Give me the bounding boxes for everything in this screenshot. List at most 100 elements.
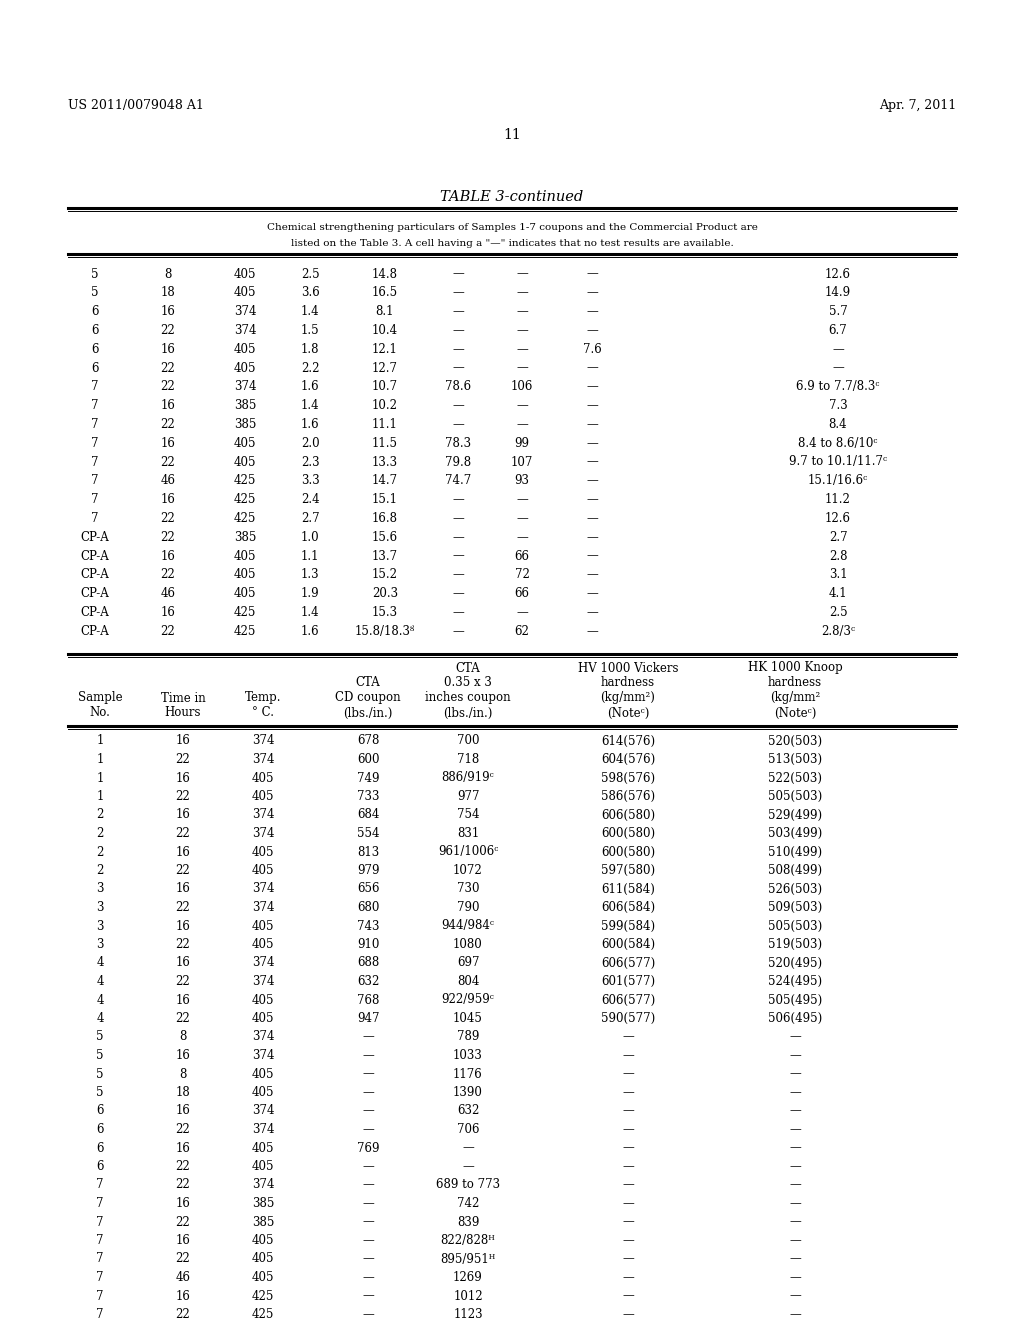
Text: 405: 405 bbox=[233, 587, 256, 601]
Text: 374: 374 bbox=[252, 1031, 274, 1044]
Text: —: — bbox=[790, 1142, 801, 1155]
Text: 1.4: 1.4 bbox=[301, 399, 319, 412]
Text: —: — bbox=[362, 1160, 374, 1173]
Text: 1.0: 1.0 bbox=[301, 531, 319, 544]
Text: 886/919ᶜ: 886/919ᶜ bbox=[441, 771, 495, 784]
Text: —: — bbox=[586, 380, 598, 393]
Text: 6: 6 bbox=[96, 1160, 103, 1173]
Text: 7: 7 bbox=[91, 437, 98, 450]
Text: 4: 4 bbox=[96, 975, 103, 987]
Text: —: — bbox=[516, 606, 528, 619]
Text: No.: No. bbox=[89, 706, 111, 719]
Text: 425: 425 bbox=[233, 512, 256, 525]
Text: 505(495): 505(495) bbox=[768, 994, 822, 1006]
Text: 754: 754 bbox=[457, 808, 479, 821]
Text: —: — bbox=[362, 1234, 374, 1247]
Text: 46: 46 bbox=[175, 1271, 190, 1284]
Text: —: — bbox=[362, 1123, 374, 1137]
Text: 606(584): 606(584) bbox=[601, 902, 655, 913]
Text: —: — bbox=[362, 1253, 374, 1266]
Text: CTA: CTA bbox=[355, 676, 380, 689]
Text: 7: 7 bbox=[96, 1216, 103, 1229]
Text: 7: 7 bbox=[91, 494, 98, 506]
Text: 16: 16 bbox=[161, 399, 175, 412]
Text: —: — bbox=[790, 1123, 801, 1137]
Text: 600(580): 600(580) bbox=[601, 846, 655, 858]
Text: —: — bbox=[623, 1031, 634, 1044]
Text: 16: 16 bbox=[175, 771, 190, 784]
Text: —: — bbox=[586, 624, 598, 638]
Text: 2.4: 2.4 bbox=[301, 494, 319, 506]
Text: 7: 7 bbox=[91, 380, 98, 393]
Text: 11: 11 bbox=[503, 128, 521, 143]
Text: —: — bbox=[586, 399, 598, 412]
Text: 374: 374 bbox=[252, 1049, 274, 1063]
Text: CP-A: CP-A bbox=[81, 587, 110, 601]
Text: 405: 405 bbox=[252, 846, 274, 858]
Text: CP-A: CP-A bbox=[81, 569, 110, 581]
Text: —: — bbox=[462, 1160, 474, 1173]
Text: 16: 16 bbox=[175, 1290, 190, 1303]
Text: 12.6: 12.6 bbox=[825, 512, 851, 525]
Text: —: — bbox=[623, 1086, 634, 1100]
Text: —: — bbox=[453, 268, 464, 281]
Text: 769: 769 bbox=[356, 1142, 379, 1155]
Text: 16: 16 bbox=[175, 846, 190, 858]
Text: 374: 374 bbox=[233, 323, 256, 337]
Text: —: — bbox=[362, 1031, 374, 1044]
Text: 16: 16 bbox=[175, 883, 190, 895]
Text: —: — bbox=[623, 1197, 634, 1210]
Text: 5: 5 bbox=[96, 1031, 103, 1044]
Text: 3.3: 3.3 bbox=[301, 474, 319, 487]
Text: Temp.: Temp. bbox=[245, 692, 282, 705]
Text: 506(495): 506(495) bbox=[768, 1012, 822, 1026]
Text: 1033: 1033 bbox=[453, 1049, 483, 1063]
Text: 6: 6 bbox=[96, 1105, 103, 1118]
Text: —: — bbox=[362, 1271, 374, 1284]
Text: —: — bbox=[453, 286, 464, 300]
Text: 16.5: 16.5 bbox=[372, 286, 398, 300]
Text: 600(580): 600(580) bbox=[601, 828, 655, 840]
Text: 5: 5 bbox=[96, 1068, 103, 1081]
Text: —: — bbox=[516, 305, 528, 318]
Text: 614(576): 614(576) bbox=[601, 734, 655, 747]
Text: 385: 385 bbox=[233, 531, 256, 544]
Text: 554: 554 bbox=[356, 828, 379, 840]
Text: 700: 700 bbox=[457, 734, 479, 747]
Text: 22: 22 bbox=[161, 512, 175, 525]
Text: 7: 7 bbox=[96, 1253, 103, 1266]
Text: 1.3: 1.3 bbox=[301, 569, 319, 581]
Text: Apr. 7, 2011: Apr. 7, 2011 bbox=[879, 99, 956, 111]
Text: 529(499): 529(499) bbox=[768, 808, 822, 821]
Text: CTA: CTA bbox=[456, 661, 480, 675]
Text: 405: 405 bbox=[252, 1160, 274, 1173]
Text: 385: 385 bbox=[252, 1197, 274, 1210]
Text: 1: 1 bbox=[96, 752, 103, 766]
Text: CP-A: CP-A bbox=[81, 624, 110, 638]
Text: 15.3: 15.3 bbox=[372, 606, 398, 619]
Text: —: — bbox=[516, 268, 528, 281]
Text: —: — bbox=[516, 494, 528, 506]
Text: —: — bbox=[586, 531, 598, 544]
Text: 2: 2 bbox=[96, 808, 103, 821]
Text: 505(503): 505(503) bbox=[768, 789, 822, 803]
Text: —: — bbox=[623, 1179, 634, 1192]
Text: —: — bbox=[516, 512, 528, 525]
Text: 22: 22 bbox=[176, 939, 190, 950]
Text: CD coupon: CD coupon bbox=[335, 692, 400, 705]
Text: 2.5: 2.5 bbox=[301, 268, 319, 281]
Text: —: — bbox=[623, 1253, 634, 1266]
Text: 1: 1 bbox=[96, 734, 103, 747]
Text: 10.2: 10.2 bbox=[372, 399, 398, 412]
Text: 7: 7 bbox=[96, 1197, 103, 1210]
Text: 508(499): 508(499) bbox=[768, 865, 822, 876]
Text: 14.9: 14.9 bbox=[825, 286, 851, 300]
Text: 684: 684 bbox=[356, 808, 379, 821]
Text: 6: 6 bbox=[96, 1142, 103, 1155]
Text: 749: 749 bbox=[356, 771, 379, 784]
Text: —: — bbox=[453, 362, 464, 375]
Text: 405: 405 bbox=[252, 1068, 274, 1081]
Text: HK 1000 Knoop: HK 1000 Knoop bbox=[748, 661, 843, 675]
Text: 405: 405 bbox=[233, 286, 256, 300]
Text: 979: 979 bbox=[356, 865, 379, 876]
